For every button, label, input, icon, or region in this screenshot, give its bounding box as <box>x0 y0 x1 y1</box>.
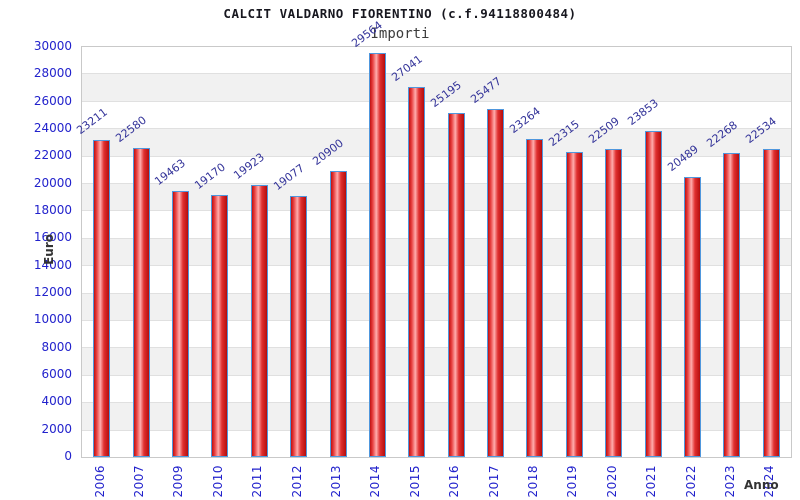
x-tick-label: 2020 <box>604 465 619 498</box>
x-tick-label: 2023 <box>722 465 737 498</box>
bar-2013 <box>329 171 347 457</box>
grid-band <box>82 348 791 376</box>
x-tick-label: 2016 <box>447 465 462 498</box>
x-axis-title: Anno <box>744 478 779 492</box>
grid-band <box>82 375 791 404</box>
grid-band <box>82 184 791 212</box>
grid-band <box>82 101 791 130</box>
bar-2009 <box>171 191 189 457</box>
y-tick-label: 16000 <box>33 230 72 245</box>
y-tick-label: 30000 <box>33 39 72 53</box>
y-tick-label: 6000 <box>41 367 72 381</box>
x-tick-label: 2018 <box>525 465 540 498</box>
x-tick-label: 2014 <box>368 465 383 498</box>
x-tick-label: 2012 <box>289 465 304 498</box>
y-tick-label: 20000 <box>33 175 72 190</box>
y-axis-title: Euro <box>42 234 56 265</box>
bar-2019 <box>565 152 583 457</box>
bar-2018 <box>526 139 544 457</box>
grid-band <box>82 430 791 458</box>
plot-area: 23211 22580 19463 19170 19923 19077 20900 29564… <box>74 19 792 458</box>
y-tick-label: 4000 <box>41 394 72 409</box>
bar-2016 <box>447 112 465 457</box>
y-tick-label: 0 <box>64 449 72 463</box>
x-tick-label: 2017 <box>486 465 501 498</box>
grid-band <box>82 74 791 102</box>
y-tick-label: 18000 <box>33 203 72 217</box>
bar-2015 <box>408 87 426 457</box>
y-tick-label: 2000 <box>41 421 72 436</box>
y-tick-label: 14000 <box>33 257 72 272</box>
y-tick-label: 8000 <box>41 339 72 354</box>
y-tick-label: 28000 <box>33 66 72 81</box>
bar-2024 <box>762 149 780 457</box>
bar-2007 <box>132 148 150 457</box>
bar-2012 <box>290 196 308 457</box>
chart-title: CALCIT VALDARNO FIORENTINO (c.f.94118800… <box>223 6 577 21</box>
grid-band <box>82 47 791 75</box>
bar-2010 <box>211 195 229 457</box>
bar-2014 <box>368 52 386 457</box>
y-tick-label: 26000 <box>33 93 72 108</box>
grid-band <box>82 321 791 349</box>
bar-2022 <box>684 176 702 457</box>
grid-band <box>82 211 791 239</box>
grid-band <box>82 129 791 157</box>
chart-subtitle: Importi <box>370 26 430 42</box>
bar-2011 <box>250 184 268 457</box>
x-tick-label: 2006 <box>92 465 107 498</box>
bar-2021 <box>644 131 662 457</box>
bar-2023 <box>723 152 741 457</box>
x-tick-label: 2010 <box>210 465 225 498</box>
bar-2017 <box>487 108 505 457</box>
y-tick-label: 24000 <box>33 121 72 135</box>
x-tick-label: 2022 <box>683 465 698 498</box>
x-tick-label: 2011 <box>250 465 265 498</box>
x-tick-label: 2015 <box>407 465 422 498</box>
bar-2006 <box>93 139 111 457</box>
bar-2020 <box>605 149 623 457</box>
y-tick-label: 12000 <box>33 285 72 299</box>
grid-band <box>82 266 791 294</box>
x-tick-label: 2007 <box>132 465 147 498</box>
x-tick-label: 2013 <box>329 465 344 498</box>
x-tick-label: 2019 <box>565 465 580 498</box>
y-tick-label: 10000 <box>33 312 72 327</box>
y-tick-label: 22000 <box>33 148 72 163</box>
grid-band <box>82 293 791 322</box>
grid-bands <box>82 47 791 458</box>
grid-band <box>82 156 791 185</box>
grid-band <box>82 238 791 267</box>
x-tick-label: 2009 <box>171 465 186 498</box>
grid-band <box>82 403 791 431</box>
x-tick-label: 2021 <box>644 465 659 498</box>
